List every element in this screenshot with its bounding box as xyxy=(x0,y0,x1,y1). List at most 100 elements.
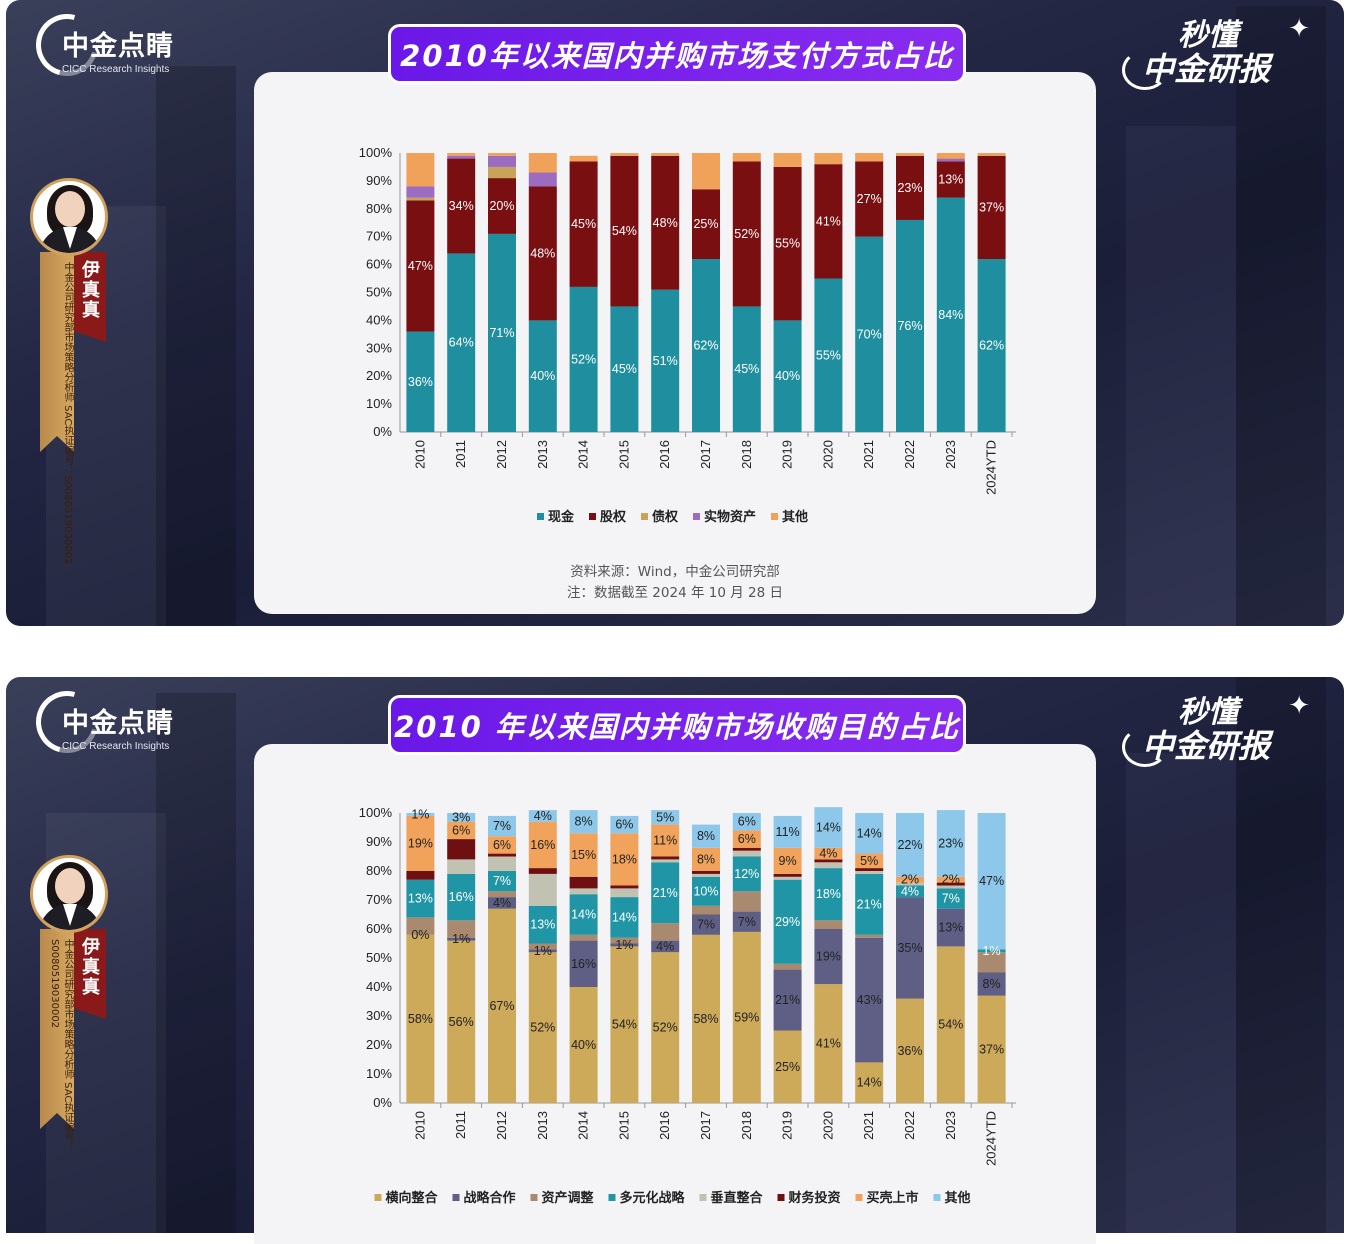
x-tick-label: 2018 xyxy=(739,440,754,469)
data-label: 3% xyxy=(452,810,470,824)
bar-segment xyxy=(896,882,924,886)
bar-segment xyxy=(447,920,476,938)
analyst-avatar xyxy=(30,178,108,256)
bar-segment xyxy=(936,882,965,886)
bar-segment xyxy=(773,873,802,877)
x-tick-label: 2019 xyxy=(780,1111,795,1140)
x-tick-label: 2012 xyxy=(494,440,509,469)
x-tick-label: 2010 xyxy=(412,1111,427,1140)
data-label: 76% xyxy=(897,319,922,333)
data-label: 67% xyxy=(489,999,514,1013)
data-label: 35% xyxy=(897,941,922,955)
bar-segment xyxy=(488,853,516,857)
bar-segment xyxy=(692,914,720,935)
chart-title-payment: 2010年以来国内并购市场支付方式占比 xyxy=(388,24,966,84)
analyst-name-ribbon xyxy=(74,252,106,342)
y-tick-label: 100% xyxy=(359,145,393,160)
bar-segment xyxy=(569,286,598,432)
data-label: 34% xyxy=(449,199,474,213)
data-label: 1% xyxy=(615,938,633,952)
bar-segment xyxy=(692,259,720,432)
swoosh-icon xyxy=(1122,50,1168,90)
source-line: 资料来源：Wind，中金公司研究部 xyxy=(570,564,780,580)
bar-segment xyxy=(406,153,435,187)
bar-segment xyxy=(447,821,476,840)
legend-label: 其他 xyxy=(945,1190,971,1205)
x-tick-label: 2010 xyxy=(412,440,427,469)
bar-segment xyxy=(773,1030,802,1103)
data-label: 7% xyxy=(493,874,511,888)
bar-segment xyxy=(651,824,680,857)
bar-segment xyxy=(406,200,435,332)
data-label: 37% xyxy=(979,200,1004,214)
bar-segment xyxy=(692,189,720,260)
data-label: 9% xyxy=(779,854,797,868)
bar-segment xyxy=(651,810,680,825)
bar-segment xyxy=(936,158,965,162)
bar-segment xyxy=(936,946,965,1103)
y-tick-label: 30% xyxy=(366,1008,392,1023)
bar-segment xyxy=(651,952,680,1103)
data-label: 16% xyxy=(530,838,555,852)
x-tick-label: 2012 xyxy=(494,1111,509,1140)
bar-segment xyxy=(610,888,639,898)
bar-segment xyxy=(447,253,476,432)
data-label: 54% xyxy=(612,224,637,238)
bar-segment xyxy=(936,888,965,909)
analyst-info: 中金公司研究部市场策略分析师 SAC执证编号：S0080519030002 xyxy=(62,262,73,565)
bar-segment xyxy=(732,847,761,851)
bar-segment xyxy=(896,897,924,999)
data-label: 12% xyxy=(734,867,759,881)
data-label: 16% xyxy=(571,957,596,971)
data-label: 62% xyxy=(979,339,1004,353)
bar-segment xyxy=(528,810,557,822)
legend-label: 买壳上市 xyxy=(867,1190,919,1205)
bar-segment xyxy=(692,153,720,190)
bar-segment xyxy=(814,984,843,1103)
bar-segment xyxy=(855,813,884,854)
bar-segment xyxy=(528,952,557,1103)
legend-label: 多元化战略 xyxy=(620,1190,686,1205)
bar-segment xyxy=(855,868,884,871)
data-label: 52% xyxy=(571,352,596,366)
data-label: 14% xyxy=(857,826,882,840)
data-label: 8% xyxy=(983,977,1001,991)
legend-label: 战略合作 xyxy=(464,1190,516,1205)
data-label: 4% xyxy=(819,847,837,861)
bar-segment xyxy=(732,850,761,857)
bar-segment xyxy=(569,940,598,987)
x-tick-label: 2015 xyxy=(616,440,631,469)
data-label: 7% xyxy=(738,915,756,929)
data-label: 25% xyxy=(693,217,718,231)
bar-segment xyxy=(732,306,761,432)
x-tick-label: 2021 xyxy=(861,440,876,469)
data-label: 54% xyxy=(612,1018,637,1032)
bar-segment xyxy=(936,810,965,877)
bar-segment xyxy=(855,236,884,432)
bar-segment xyxy=(651,940,680,953)
data-label: 40% xyxy=(530,369,555,383)
data-label: 64% xyxy=(449,336,474,350)
analyst-name: 伊真真 xyxy=(79,937,100,997)
bar-segment xyxy=(406,813,435,816)
x-tick-label: 2020 xyxy=(820,1111,835,1140)
bar-segment xyxy=(488,836,516,854)
data-label: 52% xyxy=(734,227,759,241)
bar-segment xyxy=(732,891,761,912)
bar-segment xyxy=(855,873,884,935)
bar-segment xyxy=(855,871,884,874)
bar-segment xyxy=(977,259,1006,432)
bar-segment xyxy=(692,824,720,848)
data-label: 70% xyxy=(857,327,882,341)
legend-swatch xyxy=(855,1194,863,1201)
legend-label: 股权 xyxy=(600,509,627,524)
data-label: 55% xyxy=(816,348,841,362)
y-tick-label: 10% xyxy=(366,396,392,411)
bar-segment xyxy=(773,876,802,880)
bar-segment xyxy=(732,830,761,848)
legend-swatch xyxy=(699,1194,707,1201)
bar-segment xyxy=(773,166,802,321)
data-label: 13% xyxy=(938,921,963,935)
bar-segment xyxy=(447,839,476,860)
x-tick-label: 2011 xyxy=(453,1111,468,1139)
